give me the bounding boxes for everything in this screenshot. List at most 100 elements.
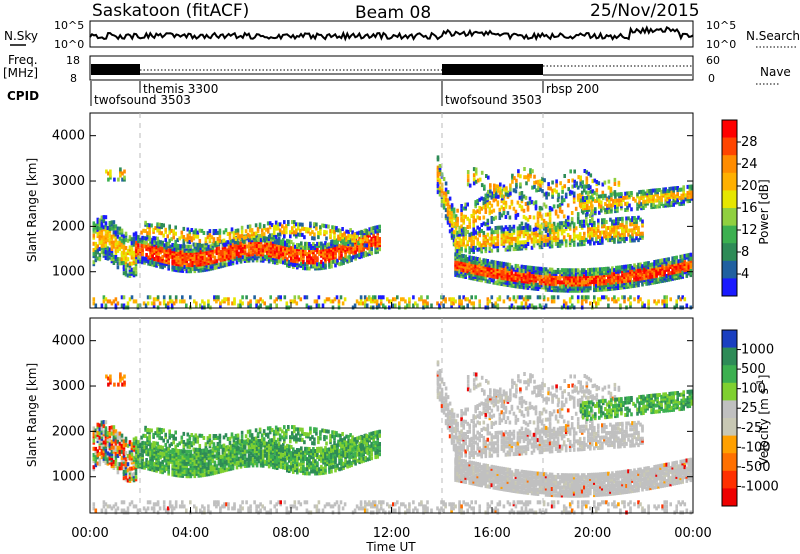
radar-cell: [108, 426, 112, 430]
radar-cell: [147, 243, 150, 248]
radar-cell: [234, 228, 238, 233]
radar-cell: [621, 227, 624, 231]
radar-cell: [598, 194, 601, 199]
radar-cell: [580, 190, 584, 195]
radar-cell: [96, 453, 100, 458]
radar-cell: [130, 267, 134, 272]
radar-cell: [480, 268, 483, 273]
radar-cell: [436, 190, 440, 195]
radar-cell: [460, 299, 463, 304]
radar-cell: [456, 241, 459, 245]
radar-cell: [416, 303, 419, 308]
radar-cell: [619, 237, 622, 242]
radar-cell: [625, 224, 628, 229]
radar-cell: [528, 273, 532, 278]
radar-cell: [581, 204, 585, 209]
radar-cell: [359, 231, 362, 235]
radar-cell: [295, 301, 299, 306]
radar-cell: [508, 245, 512, 250]
radar-cell: [478, 233, 481, 238]
radar-cell: [600, 208, 603, 213]
radar-cell: [466, 178, 470, 183]
radar-cell: [243, 244, 247, 249]
radar-cell: [114, 242, 118, 247]
radar-cell: [480, 223, 483, 227]
radar-cell: [671, 268, 674, 273]
radar-cell: [92, 301, 96, 306]
radar-cell: [170, 237, 173, 242]
radar-cell: [314, 244, 317, 248]
radar-cell: [272, 231, 276, 235]
radar-cell: [408, 303, 411, 308]
radar-cell: [536, 223, 540, 228]
radar-cell: [196, 242, 200, 247]
radar-cell: [576, 299, 580, 304]
radar-cell: [300, 257, 303, 262]
radar-cell: [480, 266, 483, 270]
radar-cell: [106, 230, 110, 235]
radar-cell: [193, 258, 197, 263]
radar-cell: [234, 237, 238, 241]
radar-cell: [520, 230, 524, 235]
radar-cell: [176, 238, 179, 243]
radar-cell: [324, 257, 327, 262]
radar-cell: [651, 262, 654, 267]
cpid-segment-twofsound-2: twofsound 3503: [445, 93, 542, 107]
radar-cell: [222, 238, 226, 243]
radar-cell: [531, 185, 534, 190]
radar-cell: [500, 280, 504, 284]
radar-cell: [631, 267, 634, 272]
radar-cell: [335, 295, 339, 300]
radar-cell: [555, 179, 558, 184]
radar-cell: [137, 259, 140, 264]
radar-cell: [170, 299, 174, 304]
radar-cell: [144, 220, 147, 225]
radar-cell: [262, 234, 266, 239]
radar-cell: [587, 282, 590, 287]
radar-cell: [540, 206, 544, 211]
radar-cell: [462, 218, 465, 223]
radar-cell: [500, 213, 504, 218]
radar-cell: [216, 239, 220, 244]
radar-cell: [444, 181, 448, 186]
radar-cell: [496, 279, 500, 284]
radar-cell: [351, 236, 354, 241]
radar-cell: [635, 265, 638, 270]
radar-cell: [159, 242, 162, 247]
radar-cell: [114, 297, 118, 302]
radar-cell: [605, 295, 608, 300]
radar-cell: [273, 242, 277, 247]
radar-cell: [186, 237, 190, 242]
radar-cell: [452, 297, 455, 302]
radar-cell: [110, 244, 114, 249]
radar-cell: [452, 301, 455, 306]
radar-cell: [572, 222, 576, 227]
radar-cell: [548, 279, 552, 284]
radar-cell: [533, 184, 536, 189]
radar-cell: [130, 237, 134, 242]
radar-cell: [233, 248, 237, 253]
radar-cell: [516, 236, 520, 241]
radar-cell: [207, 259, 211, 263]
radar-cell: [358, 251, 361, 256]
radar-cell: [533, 174, 536, 179]
radar-cell: [583, 280, 586, 285]
radar-cell: [672, 188, 675, 193]
radar-cell: [351, 230, 354, 235]
radar-cell: [197, 264, 201, 269]
radar-cell: [116, 449, 120, 454]
radar-cell: [275, 250, 279, 255]
radar-cell: [540, 224, 544, 229]
radar-cell: [478, 243, 481, 248]
radar-cell: [286, 247, 289, 252]
radar-cell: [159, 246, 162, 251]
radar-cell: [275, 297, 278, 302]
radar-cell: [104, 438, 108, 443]
radar-cell: [112, 232, 116, 237]
radar-cell: [621, 265, 624, 270]
radar-cell: [468, 218, 471, 223]
radar-cell: [349, 242, 352, 247]
radar-cell: [298, 263, 301, 268]
radar-cell: [304, 252, 307, 256]
radar-cell: [517, 169, 520, 174]
